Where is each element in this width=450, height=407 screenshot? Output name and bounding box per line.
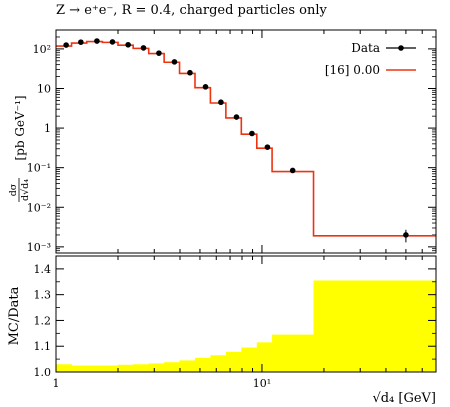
ratio-plot-frame: [55, 255, 437, 373]
main-y-axis-label: dσ d√d₄ [pb GeV⁻¹]: [8, 95, 31, 202]
main-plot-panel: 10⁻³ 10⁻² 10⁻¹ 1 10 10²: [27, 29, 437, 254]
ratio-band-bin: [117, 364, 134, 372]
chart-title: Z → e⁺e⁻, R = 0.4, charged particles onl…: [56, 3, 327, 18]
ratio-band-bin: [133, 364, 150, 372]
ratio-band-bin: [56, 364, 73, 372]
ratio-y-axis-label: MC/Data: [7, 286, 22, 345]
x-axis-label: √d₄ [GeV]: [372, 391, 436, 406]
ratio-band-bin: [256, 342, 273, 372]
data-point: [63, 42, 69, 48]
data-points: [63, 38, 409, 243]
y-tick-label: 10⁻²: [27, 201, 51, 214]
ratio-band-bin: [313, 280, 437, 372]
y-label-numerator: dσ: [8, 183, 19, 196]
x-tick-label: 10¹: [253, 377, 271, 390]
y-tick-label: 10⁻³: [27, 241, 51, 254]
model-step-line: [56, 40, 436, 237]
data-point: [289, 167, 296, 174]
data-point: [249, 130, 255, 137]
data-point: [187, 69, 193, 76]
legend-label-data: Data: [351, 41, 380, 55]
data-point: [156, 50, 162, 56]
data-point: [218, 99, 224, 106]
ratio-y-tick-label: 1.4: [34, 263, 52, 276]
data-point: [78, 39, 84, 45]
ratio-band-bin: [194, 357, 211, 372]
data-point: [264, 144, 271, 150]
data-point: [140, 45, 147, 51]
ratio-y-tick-label: 1.2: [34, 314, 52, 327]
y-tick-label: 10: [37, 82, 51, 95]
ratio-band-bin: [210, 355, 227, 372]
data-point: [171, 59, 178, 65]
data-point: [233, 114, 240, 120]
ratio-band-bin: [71, 365, 88, 372]
data-point: [403, 232, 409, 238]
ratio-band-bin: [179, 360, 196, 372]
ratio-y-tick-label: 1.3: [34, 289, 52, 302]
data-point: [109, 39, 116, 45]
x-tick-label: 1: [53, 377, 60, 390]
y-tick-label: 10⁻¹: [27, 162, 51, 175]
data-point: [125, 41, 131, 48]
main-y-ticks: 10⁻³ 10⁻² 10⁻¹ 1 10 10²: [27, 29, 436, 254]
ratio-plot-panel: 1.0 1.1 1.2 1.3 1.4 1 10¹: [34, 255, 437, 390]
ratio-band-bin: [148, 363, 165, 372]
ratio-band-bin: [241, 347, 258, 372]
ratio-y-tick-label: 1.1: [34, 340, 52, 353]
y-label-unit: [pb GeV⁻¹]: [13, 95, 27, 160]
ratio-y-ticks: 1.0 1.1 1.2 1.3 1.4: [34, 263, 436, 379]
ratio-band-bin: [164, 362, 181, 372]
data-point: [202, 84, 209, 90]
ratio-band-bin: [272, 334, 315, 372]
y-label-denominator: d√d₄: [20, 179, 31, 201]
model-histogram: [56, 40, 436, 237]
ratio-y-tick-label: 1.0: [34, 366, 52, 379]
ratio-band-bin: [225, 351, 242, 372]
ratio-band-bin: [102, 365, 119, 372]
data-point: [94, 38, 100, 44]
ratio-band-bin: [86, 365, 103, 372]
legend: Data [16] 0.00: [325, 41, 416, 77]
y-tick-label: 10²: [33, 43, 51, 56]
ratio-uncertainty-band: [56, 280, 437, 372]
legend-marker-data-point: [398, 45, 404, 51]
legend-label-model: [16] 0.00: [325, 63, 380, 77]
main-plot-frame: [55, 29, 437, 254]
y-tick-label: 1: [44, 122, 51, 135]
